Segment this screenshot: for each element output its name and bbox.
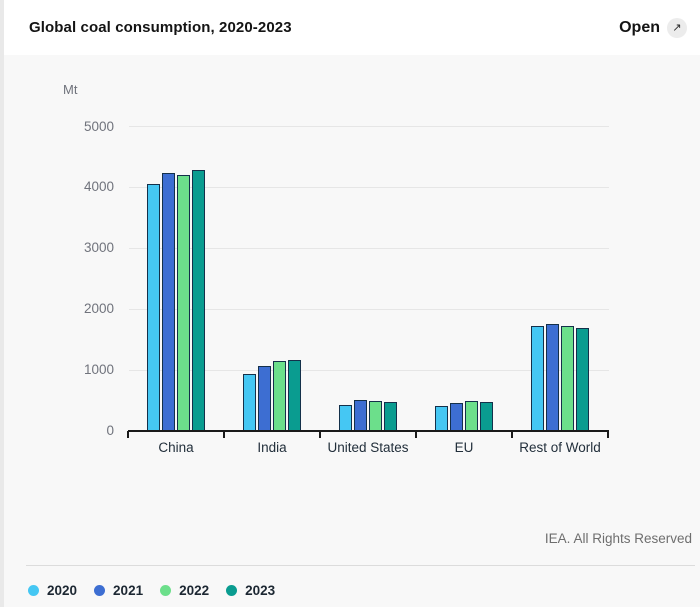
legend-item-2022[interactable]: 2022 (160, 583, 209, 598)
category-label-united-states: United States (327, 440, 409, 455)
legend-divider (26, 565, 695, 566)
gridline-4000 (129, 186, 609, 188)
bar-2021-eu[interactable] (450, 402, 463, 431)
legend-item-2023[interactable]: 2023 (226, 583, 275, 598)
x-axis-tick (319, 431, 321, 438)
x-axis-tick (511, 431, 513, 438)
gridline-1000 (129, 369, 609, 371)
category-label-india: India (257, 440, 287, 455)
legend-dot-2020 (28, 585, 39, 596)
category-label-eu: EU (454, 440, 474, 455)
bar-2021-united-states[interactable] (354, 399, 367, 431)
bar-2021-rest-of-world[interactable] (546, 324, 559, 431)
category-label-china: China (158, 440, 194, 455)
gridline-2000 (129, 308, 609, 310)
y-axis-tick-label: 2000 (83, 301, 114, 317)
bar-2023-china[interactable] (192, 170, 205, 431)
chart-legend: 2020 2021 2022 2023 (28, 583, 275, 598)
open-button-label: Open (619, 18, 660, 36)
bar-2023-india[interactable] (288, 359, 301, 431)
legend-label: 2023 (245, 583, 276, 598)
legend-label: 2020 (47, 583, 78, 598)
bar-2023-rest-of-world[interactable] (576, 328, 589, 431)
bar-2022-rest-of-world[interactable] (561, 326, 574, 431)
attribution-text: IEA. All Rights Reserved (544, 531, 692, 546)
legend-label: 2022 (179, 583, 210, 598)
bar-2022-china[interactable] (177, 174, 190, 431)
legend-item-2020[interactable]: 2020 (28, 583, 77, 598)
page-title: Global coal consumption, 2020-2023 (29, 19, 292, 36)
gridline-5000 (129, 126, 609, 127)
open-external-icon[interactable]: ↗ (667, 17, 687, 38)
bar-2022-united-states[interactable] (369, 401, 382, 431)
y-axis-tick-label: 0 (106, 423, 114, 438)
gridline-3000 (129, 247, 609, 249)
bar-2022-india[interactable] (273, 360, 286, 431)
legend-label: 2021 (113, 583, 144, 598)
y-axis-tick-label: 1000 (83, 362, 114, 378)
x-axis-tick (223, 431, 225, 438)
bar-2020-united-states[interactable] (339, 404, 352, 431)
bar-2021-china[interactable] (162, 172, 175, 431)
bar-2020-india[interactable] (243, 373, 256, 431)
bar-2022-eu[interactable] (465, 400, 478, 431)
bar-2023-eu[interactable] (480, 402, 493, 431)
legend-item-2021[interactable]: 2021 (94, 583, 143, 598)
page-left-border (0, 0, 4, 607)
bar-2020-eu[interactable] (435, 406, 448, 431)
chart-container: Mt 0 1000 2000 3000 4000 5000 China India United… (4, 55, 700, 525)
legend-dot-2023 (226, 585, 238, 596)
bar-2020-china[interactable] (147, 183, 160, 431)
y-axis-tick-label: 4000 (83, 179, 114, 195)
bar-2020-rest-of-world[interactable] (531, 326, 544, 431)
legend-dot-2022 (160, 585, 172, 596)
chart-header: Global coal consumption, 2020-2023 Open … (4, 0, 700, 55)
x-axis-tick (415, 431, 417, 438)
bar-2021-india[interactable] (258, 366, 271, 431)
plot-area: 0 1000 2000 3000 4000 5000 China India United St… (4, 55, 700, 525)
y-axis-tick-label: 3000 (83, 240, 114, 256)
y-axis-unit-label: Mt (63, 82, 78, 97)
y-axis-tick-label: 5000 (83, 118, 114, 134)
legend-dot-2021 (94, 585, 106, 596)
open-button[interactable]: Open ↗ (619, 17, 687, 38)
category-label-rest-of-world: Rest of World (519, 440, 601, 455)
x-axis-line (128, 430, 609, 432)
x-axis-tick (127, 431, 129, 438)
bar-2023-united-states[interactable] (384, 401, 397, 431)
x-axis-tick (607, 431, 609, 438)
